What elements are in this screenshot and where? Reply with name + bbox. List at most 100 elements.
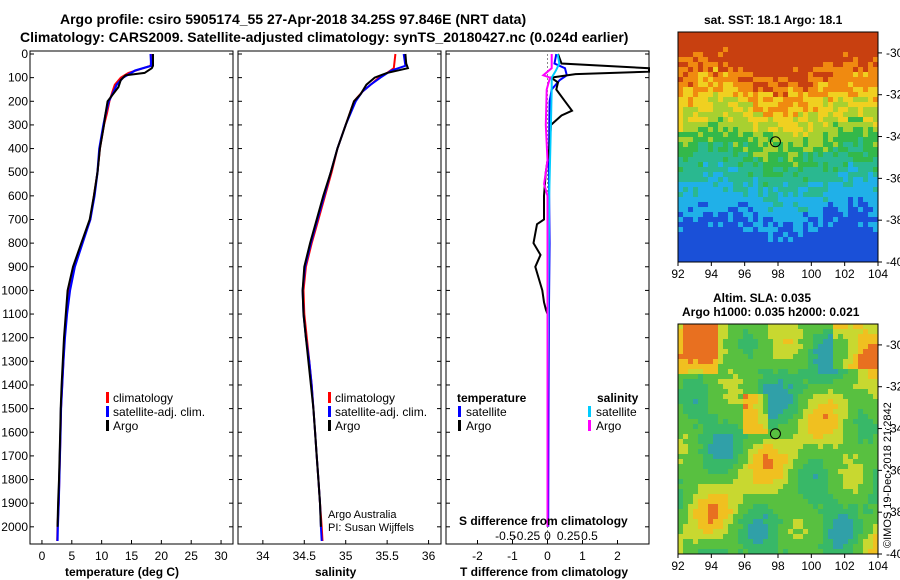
sla-cell <box>773 439 779 445</box>
sst-cell <box>868 162 874 168</box>
sst-cell <box>798 252 804 258</box>
sla-cell <box>798 399 804 405</box>
sla-cell <box>748 424 754 430</box>
sla-cell <box>843 344 849 350</box>
sla-cell <box>698 509 704 515</box>
sst-cell <box>778 247 784 253</box>
sst-cell <box>688 62 694 68</box>
sst-cell <box>773 102 779 108</box>
sla-cell <box>773 549 779 555</box>
sst-cell <box>823 157 829 163</box>
sla-cell <box>773 474 779 480</box>
sla-cell <box>858 394 864 400</box>
sst-cell <box>863 147 869 153</box>
sst-cell <box>703 87 709 93</box>
sla-cell <box>778 329 784 335</box>
sla-cell <box>873 539 879 545</box>
sst-cell <box>833 87 839 93</box>
sla-cell <box>693 359 699 365</box>
sst-cell <box>813 227 819 233</box>
sla-cell <box>733 444 739 450</box>
sla-cell <box>758 484 764 490</box>
sla-cell <box>853 499 859 505</box>
sla-cell <box>808 324 814 330</box>
sla-cell <box>853 429 859 435</box>
depth-tick-label: 1800 <box>1 473 28 487</box>
sla-cell <box>858 404 864 410</box>
sst-cell <box>818 187 824 193</box>
sst-cell <box>683 232 689 238</box>
sst-cell <box>718 47 724 53</box>
sla-cell <box>698 534 704 540</box>
sst-cell <box>718 72 724 78</box>
sla-cell <box>818 539 824 545</box>
sst-cell <box>763 222 769 228</box>
sst-cell <box>873 72 879 78</box>
sla-cell <box>743 374 749 380</box>
sla-cell <box>833 409 839 415</box>
sla-cell <box>863 479 869 485</box>
sla-cell <box>758 389 764 395</box>
sst-cell <box>788 172 794 178</box>
sla-cell <box>788 544 794 550</box>
sla-cell <box>828 489 834 495</box>
sla-cell <box>728 404 734 410</box>
sla-cell <box>703 499 709 505</box>
sst-cell <box>823 102 829 108</box>
sla-cell <box>773 409 779 415</box>
sla-cell <box>853 494 859 500</box>
sla-cell <box>763 329 769 335</box>
sla-cell <box>768 419 774 425</box>
sla-cell <box>833 544 839 550</box>
sst-cell <box>848 72 854 78</box>
sla-cell <box>688 484 694 490</box>
sst-cell <box>708 252 714 258</box>
sla-cell <box>723 519 729 525</box>
sla-cell <box>743 519 749 525</box>
sla-cell <box>738 469 744 475</box>
sla-cell <box>853 524 859 530</box>
sla-cell <box>693 389 699 395</box>
sst-cell <box>798 62 804 68</box>
sst-cell <box>843 137 849 143</box>
sst-cell <box>808 217 814 223</box>
sst-cell <box>698 232 704 238</box>
sla-cell <box>743 379 749 385</box>
sla-cell <box>798 529 804 535</box>
sla-cell <box>743 484 749 490</box>
sla-cell <box>808 544 814 550</box>
sla-cell <box>688 329 694 335</box>
sst-cell <box>813 82 819 88</box>
sla-cell <box>813 539 819 545</box>
sla-cell <box>803 429 809 435</box>
sst-cell <box>863 132 869 138</box>
sst-cell <box>688 197 694 203</box>
sst-cell <box>693 97 699 103</box>
sst-cell <box>783 212 789 218</box>
sla-cell <box>868 444 874 450</box>
sst-cell <box>708 247 714 253</box>
sst-cell <box>853 147 859 153</box>
sst-cell <box>728 207 734 213</box>
sla-cell <box>763 454 769 460</box>
sst-heatmap <box>678 32 879 263</box>
sla-cell <box>818 329 824 335</box>
sla-cell <box>678 454 684 460</box>
sla-cell <box>803 349 809 355</box>
sla-cell <box>718 454 724 460</box>
sla-cell <box>833 434 839 440</box>
sst-cell <box>848 52 854 58</box>
sla-cell <box>768 439 774 445</box>
sla-cell <box>723 514 729 520</box>
sla-cell <box>733 379 739 385</box>
sla-cell <box>838 539 844 545</box>
sst-cell <box>733 42 739 48</box>
sla-cell <box>868 389 874 395</box>
sst-cell <box>743 152 749 158</box>
sst-cell <box>858 177 864 183</box>
sst-cell <box>818 127 824 133</box>
sst-cell <box>723 252 729 258</box>
sla-cell <box>698 394 704 400</box>
sst-cell <box>688 227 694 233</box>
sst-cell <box>703 62 709 68</box>
